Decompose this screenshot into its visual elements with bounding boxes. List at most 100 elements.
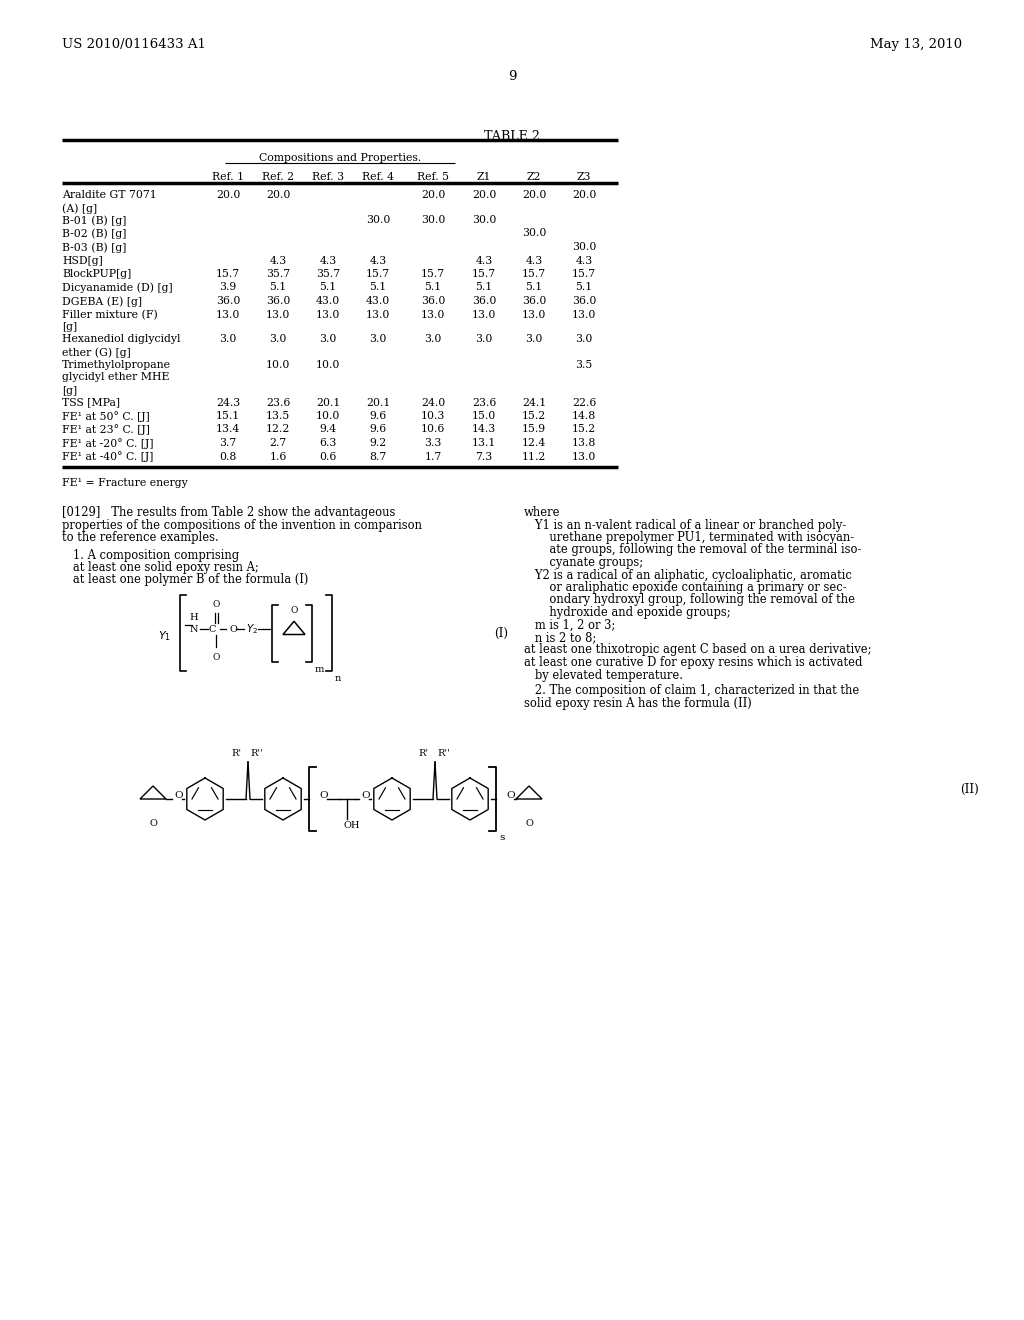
Text: 3.7: 3.7: [219, 438, 237, 447]
Text: 10.3: 10.3: [421, 411, 445, 421]
Text: 35.7: 35.7: [316, 269, 340, 279]
Text: 9.6: 9.6: [370, 425, 387, 434]
Text: Araldite GT 7071: Araldite GT 7071: [62, 190, 157, 201]
Text: hydroxide and epoxide groups;: hydroxide and epoxide groups;: [524, 606, 731, 619]
Text: 3.9: 3.9: [219, 282, 237, 293]
Text: R': R': [231, 748, 242, 758]
Text: B-03 (B) [g]: B-03 (B) [g]: [62, 242, 126, 252]
Text: R'': R'': [437, 748, 450, 758]
Text: 15.1: 15.1: [216, 411, 240, 421]
Text: Filler mixture (F): Filler mixture (F): [62, 309, 158, 319]
Text: C: C: [208, 624, 216, 634]
Text: at least one polymer B of the formula (I): at least one polymer B of the formula (I…: [62, 573, 308, 586]
Text: at least one thixotropic agent C based on a urea derivative;: at least one thixotropic agent C based o…: [524, 644, 871, 656]
Text: 24.1: 24.1: [522, 397, 546, 408]
Text: 15.2: 15.2: [571, 425, 596, 434]
Text: ether (G) [g]: ether (G) [g]: [62, 347, 131, 358]
Text: 24.0: 24.0: [421, 397, 445, 408]
Text: 3.3: 3.3: [424, 438, 441, 447]
Text: Dicyanamide (D) [g]: Dicyanamide (D) [g]: [62, 282, 173, 293]
Text: 5.1: 5.1: [319, 282, 337, 293]
Text: 36.0: 36.0: [472, 296, 497, 306]
Text: by elevated temperature.: by elevated temperature.: [524, 668, 683, 681]
Text: cyanate groups;: cyanate groups;: [524, 556, 643, 569]
Text: O: O: [525, 818, 532, 828]
Text: May 13, 2010: May 13, 2010: [869, 38, 962, 51]
Text: Hexanediol diglycidyl: Hexanediol diglycidyl: [62, 334, 180, 345]
Text: 30.0: 30.0: [421, 215, 445, 224]
Text: s: s: [499, 833, 505, 842]
Text: 13.8: 13.8: [571, 438, 596, 447]
Text: 5.1: 5.1: [475, 282, 493, 293]
Text: 9.6: 9.6: [370, 411, 387, 421]
Text: Trimethylolpropane: Trimethylolpropane: [62, 359, 171, 370]
Text: 1. A composition comprising: 1. A composition comprising: [62, 549, 240, 561]
Text: 10.6: 10.6: [421, 425, 445, 434]
Text: 4.3: 4.3: [319, 256, 337, 265]
Text: (I): (I): [494, 627, 508, 639]
Text: B-01 (B) [g]: B-01 (B) [g]: [62, 215, 126, 226]
Text: O: O: [174, 791, 182, 800]
Text: Ref. 5: Ref. 5: [417, 172, 449, 182]
Text: H: H: [189, 612, 199, 622]
Text: glycidyl ether MHE: glycidyl ether MHE: [62, 372, 170, 383]
Text: 4.3: 4.3: [525, 256, 543, 265]
Text: 15.0: 15.0: [472, 411, 496, 421]
Text: [g]: [g]: [62, 385, 77, 396]
Text: 35.7: 35.7: [266, 269, 290, 279]
Text: 5.1: 5.1: [424, 282, 441, 293]
Text: 14.8: 14.8: [571, 411, 596, 421]
Text: O: O: [229, 624, 237, 634]
Text: 2. The composition of claim 1, characterized in that the: 2. The composition of claim 1, character…: [524, 684, 859, 697]
Text: N: N: [189, 624, 199, 634]
Text: B-02 (B) [g]: B-02 (B) [g]: [62, 228, 126, 239]
Text: Y2 is a radical of an aliphatic, cycloaliphatic, aromatic: Y2 is a radical of an aliphatic, cycloal…: [524, 569, 852, 582]
Text: 13.5: 13.5: [266, 411, 290, 421]
Text: 12.2: 12.2: [266, 425, 290, 434]
Text: 20.0: 20.0: [216, 190, 241, 201]
Text: 3.0: 3.0: [424, 334, 441, 345]
Text: n is 2 to 8;: n is 2 to 8;: [524, 631, 596, 644]
Text: 36.0: 36.0: [522, 296, 546, 306]
Text: 10.0: 10.0: [266, 359, 290, 370]
Text: R'': R'': [250, 748, 263, 758]
Text: 13.0: 13.0: [216, 309, 241, 319]
Text: solid epoxy resin A has the formula (II): solid epoxy resin A has the formula (II): [524, 697, 752, 710]
Text: Ref. 1: Ref. 1: [212, 172, 244, 182]
Text: 0.8: 0.8: [219, 451, 237, 462]
Text: 30.0: 30.0: [366, 215, 390, 224]
Text: 15.7: 15.7: [522, 269, 546, 279]
Text: 20.0: 20.0: [522, 190, 546, 201]
Text: 43.0: 43.0: [315, 296, 340, 306]
Text: n: n: [335, 675, 341, 682]
Text: Ref. 3: Ref. 3: [312, 172, 344, 182]
Text: 5.1: 5.1: [370, 282, 387, 293]
Text: 12.4: 12.4: [522, 438, 546, 447]
Text: 3.0: 3.0: [319, 334, 337, 345]
Text: $Y_2$: $Y_2$: [246, 622, 258, 636]
Text: 4.3: 4.3: [575, 256, 593, 265]
Text: FE¹ = Fracture energy: FE¹ = Fracture energy: [62, 478, 187, 488]
Text: 20.1: 20.1: [315, 397, 340, 408]
Text: 3.0: 3.0: [525, 334, 543, 345]
Text: Z3: Z3: [577, 172, 591, 182]
Text: 4.3: 4.3: [269, 256, 287, 265]
Text: 23.6: 23.6: [472, 397, 497, 408]
Text: properties of the compositions of the invention in comparison: properties of the compositions of the in…: [62, 519, 422, 532]
Text: (II): (II): [961, 783, 979, 796]
Text: 5.1: 5.1: [525, 282, 543, 293]
Text: 9.4: 9.4: [319, 425, 337, 434]
Text: O: O: [361, 791, 370, 800]
Text: 1.7: 1.7: [424, 451, 441, 462]
Text: Y1 is an n-valent radical of a linear or branched poly-: Y1 is an n-valent radical of a linear or…: [524, 519, 846, 532]
Text: 13.0: 13.0: [571, 451, 596, 462]
Text: 10.0: 10.0: [315, 411, 340, 421]
Text: 5.1: 5.1: [269, 282, 287, 293]
Text: Ref. 4: Ref. 4: [362, 172, 394, 182]
Text: O: O: [319, 791, 328, 800]
Text: 20.0: 20.0: [472, 190, 497, 201]
Text: Z2: Z2: [526, 172, 542, 182]
Text: FE¹ at -20° C. [J]: FE¹ at -20° C. [J]: [62, 438, 154, 449]
Text: 36.0: 36.0: [571, 296, 596, 306]
Text: 13.0: 13.0: [266, 309, 290, 319]
